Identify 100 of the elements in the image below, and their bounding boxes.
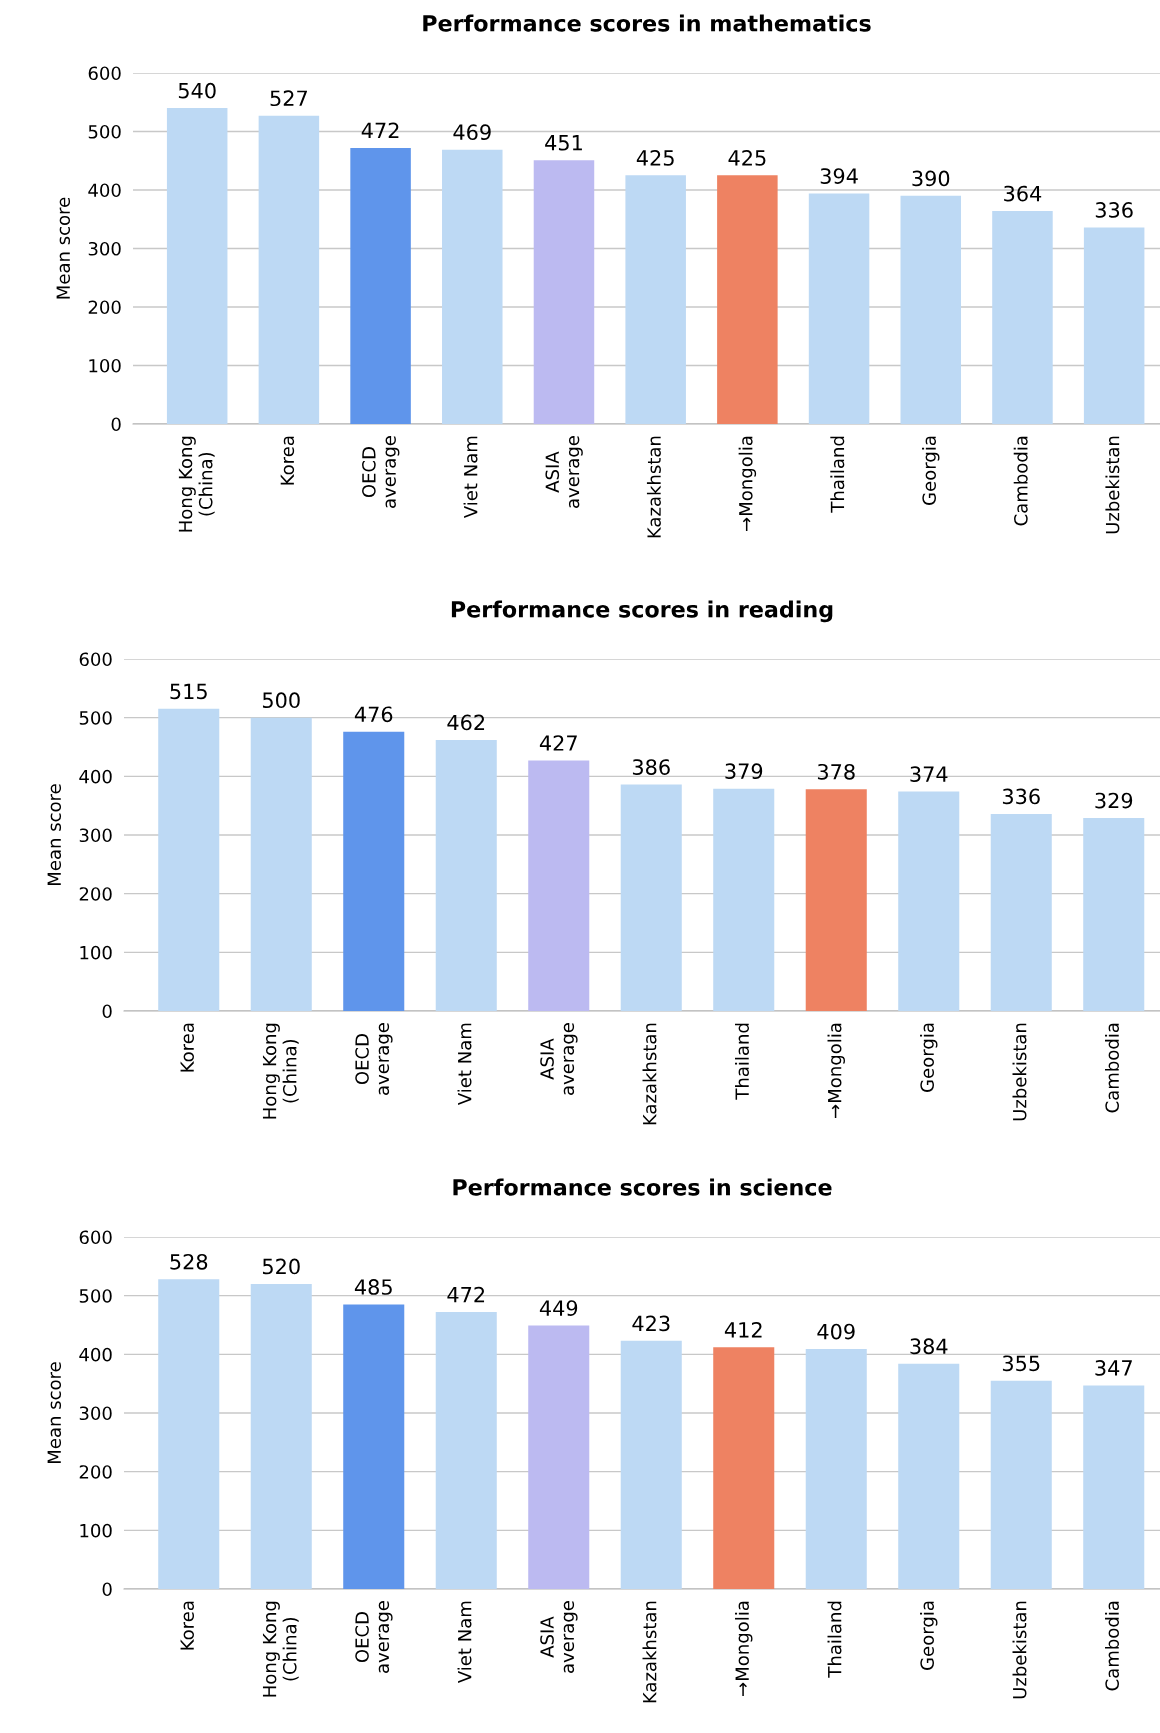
x-tick-label: Uzbekistan bbox=[1105, 436, 1120, 534]
y-tick-label: 200 bbox=[88, 300, 121, 315]
data-label: 528 bbox=[170, 1253, 208, 1270]
x-tick-label: Hong Kong (China) bbox=[262, 1601, 299, 1697]
x-tick-label: Viet Nam bbox=[463, 436, 478, 519]
bar bbox=[158, 708, 220, 1011]
x-tick-label: Cambodia bbox=[1013, 436, 1028, 526]
bar bbox=[900, 195, 962, 424]
bar bbox=[620, 1340, 682, 1589]
y-tick-label: 400 bbox=[88, 183, 121, 198]
bar bbox=[1083, 817, 1145, 1011]
x-tick-label: Korea bbox=[180, 1023, 194, 1072]
y-tick-label: 100 bbox=[80, 945, 112, 960]
x-tick-label: ASIA average bbox=[540, 1023, 578, 1095]
data-label: 500 bbox=[262, 692, 300, 709]
y-tick-label: 600 bbox=[88, 66, 121, 81]
y-tick-label: 600 bbox=[79, 1230, 112, 1245]
bar bbox=[898, 1363, 960, 1589]
x-tick-label: OECD average bbox=[355, 1601, 393, 1673]
y-tick-label: 200 bbox=[79, 1465, 112, 1479]
data-label: 384 bbox=[910, 1338, 948, 1355]
x-tick-label: Hong Kong (China) bbox=[262, 1023, 299, 1119]
y-tick-label: 300 bbox=[79, 828, 112, 843]
data-label: 472 bbox=[361, 122, 399, 138]
bar bbox=[1083, 1385, 1145, 1589]
data-label: 374 bbox=[910, 766, 948, 782]
bar bbox=[343, 731, 405, 1011]
data-label: 451 bbox=[545, 135, 582, 151]
bar bbox=[350, 147, 411, 424]
data-label: 425 bbox=[636, 150, 674, 166]
data-label: 379 bbox=[725, 763, 763, 780]
bar bbox=[717, 175, 778, 424]
data-label: 423 bbox=[632, 1315, 670, 1332]
data-label: 527 bbox=[270, 90, 307, 107]
y-tick-label: 200 bbox=[79, 887, 112, 901]
bar bbox=[808, 193, 870, 424]
x-tick-label: Korea bbox=[180, 1601, 194, 1650]
x-tick-label: OECD average bbox=[355, 1023, 393, 1095]
data-label: 412 bbox=[724, 1321, 762, 1338]
bar bbox=[713, 1347, 775, 1589]
data-label: 409 bbox=[817, 1323, 855, 1340]
x-tick-label: →Mongolia bbox=[735, 1601, 753, 1696]
x-tick-label: Georgia bbox=[920, 1023, 938, 1092]
bar bbox=[435, 1312, 497, 1589]
bar bbox=[898, 791, 960, 1011]
x-tick-label: OECD average bbox=[362, 436, 400, 508]
bar bbox=[805, 1349, 867, 1589]
data-label: 329 bbox=[1095, 792, 1133, 809]
x-tick-label: Kazakhstan bbox=[642, 1023, 657, 1125]
y-axis-title: Mean score bbox=[47, 784, 62, 885]
bar bbox=[713, 788, 775, 1011]
bar bbox=[250, 717, 312, 1011]
data-label: 520 bbox=[262, 1258, 300, 1275]
x-tick-label: Thailand bbox=[827, 1601, 842, 1678]
y-tick-label: 300 bbox=[88, 241, 121, 256]
x-tick-label: Georgia bbox=[922, 436, 940, 505]
x-tick-label: Kazakhstan bbox=[642, 1601, 657, 1703]
x-tick-label: ASIA average bbox=[545, 436, 583, 508]
data-label: 485 bbox=[354, 1279, 392, 1295]
x-tick-label: ASIA average bbox=[540, 1601, 578, 1673]
bar bbox=[258, 115, 320, 424]
x-tick-label: Thailand bbox=[735, 1023, 749, 1100]
data-label: 476 bbox=[354, 706, 393, 723]
data-label: 386 bbox=[632, 759, 670, 775]
data-label: 427 bbox=[539, 735, 577, 751]
y-tick-label: 0 bbox=[111, 417, 121, 432]
bar bbox=[528, 760, 590, 1011]
bar bbox=[990, 1380, 1052, 1589]
x-tick-label: Cambodia bbox=[1105, 1601, 1119, 1691]
x-tick-label: Viet Nam bbox=[457, 1023, 472, 1106]
bar bbox=[625, 175, 686, 424]
y-axis-title: Mean score bbox=[47, 1362, 62, 1463]
data-label: 425 bbox=[728, 150, 766, 166]
x-tick-label: Viet Nam bbox=[457, 1601, 472, 1684]
x-tick-label: Hong Kong (China) bbox=[178, 436, 215, 532]
x-tick-label: →Mongolia bbox=[827, 1023, 845, 1118]
bar bbox=[992, 211, 1053, 424]
x-tick-label: Thailand bbox=[830, 436, 845, 513]
data-label: 515 bbox=[170, 683, 207, 700]
bar bbox=[533, 160, 595, 424]
data-label: 472 bbox=[447, 1286, 485, 1303]
y-tick-label: 400 bbox=[79, 769, 112, 784]
data-label: 390 bbox=[912, 170, 950, 187]
data-label: 469 bbox=[453, 124, 491, 141]
bar bbox=[1083, 227, 1145, 424]
bar bbox=[158, 1279, 220, 1589]
bar bbox=[990, 813, 1052, 1011]
x-tick-label: Cambodia bbox=[1105, 1023, 1119, 1113]
x-tick-label: Georgia bbox=[920, 1601, 938, 1670]
y-tick-label: 100 bbox=[80, 1523, 112, 1538]
x-tick-label: Korea bbox=[280, 436, 295, 485]
data-label: 462 bbox=[447, 714, 485, 731]
data-label: 540 bbox=[178, 82, 216, 99]
bar bbox=[166, 108, 228, 424]
chart-title: Performance scores in science bbox=[453, 1178, 832, 1196]
data-label: 394 bbox=[820, 168, 858, 184]
bar bbox=[805, 789, 867, 1011]
bar bbox=[343, 1304, 405, 1589]
bar bbox=[435, 739, 497, 1011]
y-tick-label: 500 bbox=[79, 1289, 112, 1303]
